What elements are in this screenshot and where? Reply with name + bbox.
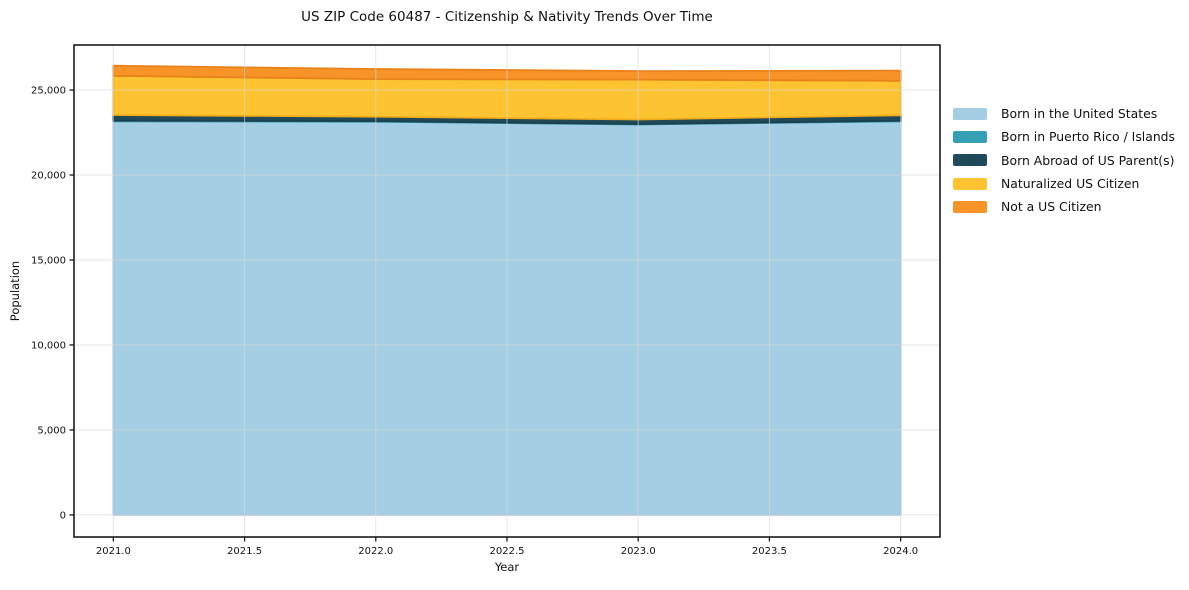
tick-labels: 2021.0 2021.5 2022.0 2022.5 2023.0 2023.5 2024… [31,86,918,557]
y-tick-label: 20,000 [31,171,66,182]
x-tick-label: 2021.0 [96,546,131,557]
x-tick-label: 2022.0 [358,546,393,557]
legend-item-born-in-the-united-states: Born in the United States [953,102,1175,125]
x-tick-label: 2021.5 [227,546,262,557]
chart-title: US ZIP Code 60487 - Citizenship & Nativi… [301,9,713,25]
tick-marks [69,89,902,542]
x-tick-label: 2023.0 [621,546,656,557]
legend-label: Naturalized US Citizen [1001,176,1140,192]
legend-label: Not a US Citizen [1001,199,1102,215]
y-tick-label: 10,000 [31,340,66,351]
legend-label: Born in the United States [1001,106,1158,122]
legend-swatch-icon [953,107,987,120]
legend-item-not-a-us-citizen: Not a US Citizen [953,195,1175,218]
legend-swatch-icon [953,130,987,143]
x-tick-label: 2022.5 [490,546,525,557]
y-tick-label: 0 [60,510,66,521]
legend-item-born-abroad-of-us-parent-s: Born Abroad of US Parent(s) [953,149,1175,172]
y-tick-label: 5,000 [37,425,66,436]
y-tick-label: 25,000 [31,86,66,97]
x-tick-label: 2023.5 [752,546,787,557]
legend-swatch-icon [953,154,987,167]
y-tick-label: 15,000 [31,255,66,266]
legend-label: Born Abroad of US Parent(s) [1001,152,1175,168]
y-axis-label: Population [8,260,22,322]
legend-swatch-icon [953,200,987,213]
legend-item-naturalized-us-citizen: Naturalized US Citizen [953,172,1175,195]
x-axis-label: Year [494,560,520,574]
legend-item-born-in-puerto-rico-islands: Born in Puerto Rico / Islands [953,125,1175,148]
gridlines [74,45,940,537]
legend-label: Born in Puerto Rico / Islands [1001,129,1176,145]
legend: Born in the United States Born in Puerto … [953,102,1175,218]
x-tick-label: 2024.0 [883,546,918,557]
legend-swatch-icon [953,177,987,190]
